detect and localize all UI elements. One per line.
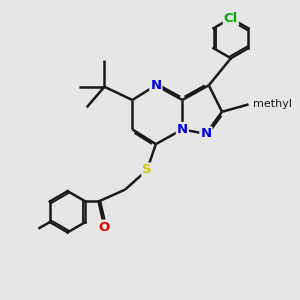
Text: Cl: Cl bbox=[224, 12, 238, 25]
Text: N: N bbox=[200, 127, 211, 140]
Text: O: O bbox=[99, 220, 110, 234]
Text: methyl: methyl bbox=[253, 99, 292, 110]
Text: N: N bbox=[177, 123, 188, 136]
Text: S: S bbox=[142, 164, 152, 176]
Text: N: N bbox=[150, 79, 161, 92]
